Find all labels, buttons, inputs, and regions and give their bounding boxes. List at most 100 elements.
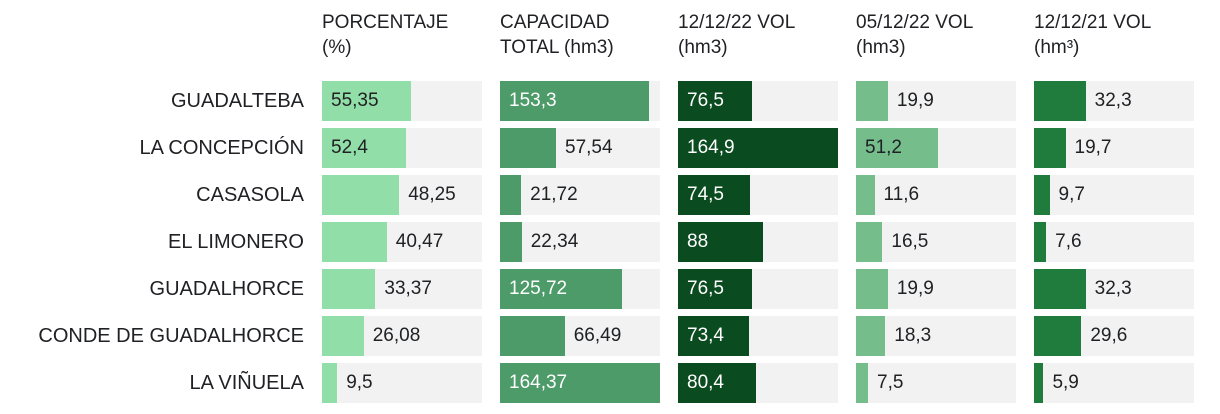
row-label: LA VIÑUELA <box>189 372 304 394</box>
bar-value: 76,5 <box>687 90 724 111</box>
bar-track: 11,6 <box>856 175 1016 215</box>
bar-value: 9,5 <box>346 372 373 393</box>
bar-track: 76,5 <box>678 269 838 309</box>
column-header-porcentaje: PORCENTAJE (%) <box>322 12 449 58</box>
bar-value: 21,72 <box>530 184 578 205</box>
bar-cell: 88 <box>678 222 838 262</box>
bar <box>322 175 400 215</box>
column-header-vol-121221: 12/12/21 VOL (hm³) <box>1034 12 1152 58</box>
bar-track: 26,08 <box>322 316 482 356</box>
bar-value: 48,25 <box>408 184 456 205</box>
bar-cell: 125,72 <box>500 269 660 309</box>
bar-value: 153,3 <box>509 90 557 111</box>
bar <box>678 269 753 309</box>
bar-cell: 19,9 <box>856 269 1016 309</box>
bar <box>1034 363 1044 403</box>
bar-cell: 153,3 <box>500 81 660 121</box>
row-label: GUADALHORCE <box>149 278 304 300</box>
bar-cell: 22,34 <box>500 222 660 262</box>
bar-track: 7,6 <box>1034 222 1194 262</box>
bar-track: 5,9 <box>1034 363 1194 403</box>
bar-value: 74,5 <box>687 184 724 205</box>
bar <box>1034 81 1086 121</box>
bar <box>1034 222 1047 262</box>
bar <box>856 222 883 262</box>
column-header-capacidad-total: CAPACIDAD TOTAL (hm3) <box>500 12 614 58</box>
row-label: CASASOLA <box>196 184 304 206</box>
bar-cell: 26,08 <box>322 316 482 356</box>
bar <box>856 363 868 403</box>
bar <box>1034 175 1050 215</box>
row-label: CONDE DE GUADALHORCE <box>38 325 304 347</box>
row-label: GUADALTEBA <box>171 90 304 112</box>
bar <box>1034 316 1082 356</box>
bar-value: 80,4 <box>687 372 724 393</box>
bar <box>678 363 756 403</box>
bar-value: 18,3 <box>894 325 932 346</box>
bar <box>500 316 565 356</box>
bar <box>1034 269 1086 309</box>
bar-cell: 32,3 <box>1034 269 1194 309</box>
bar <box>500 175 522 215</box>
bar-track: 19,9 <box>856 81 1016 121</box>
column-header-vol-051222: 05/12/22 VOL (hm3) <box>856 12 974 58</box>
bar-track: 29,6 <box>1034 316 1194 356</box>
bar <box>1034 128 1066 168</box>
bar-value: 40,47 <box>395 231 444 252</box>
bar-track: 164,9 <box>678 128 838 168</box>
bar-value: 66,49 <box>573 325 622 346</box>
bar-cell: 73,4 <box>678 316 838 356</box>
bar-value: 22,34 <box>530 231 579 252</box>
bar-cell: 9,5 <box>322 363 482 403</box>
bar <box>500 128 556 168</box>
bar-cell: 7,6 <box>1034 222 1194 262</box>
bar-cell: 57,54 <box>500 128 660 168</box>
bar-cell: 33,37 <box>322 269 482 309</box>
bar-value: 55,35 <box>331 90 379 111</box>
bar <box>678 81 753 121</box>
bar-value: 76,5 <box>687 278 724 299</box>
bar <box>678 175 751 215</box>
bar-track: 80,4 <box>678 363 838 403</box>
bar-value: 73,4 <box>687 325 724 346</box>
bar-value: 29,6 <box>1090 325 1128 346</box>
bar <box>500 269 623 309</box>
header-spacer <box>8 8 304 72</box>
bar-cell: 76,5 <box>678 81 838 121</box>
bar-value: 164,37 <box>509 372 568 393</box>
bar-value: 164,9 <box>687 137 735 158</box>
bar <box>500 222 522 262</box>
bar <box>856 81 888 121</box>
bar-track: 32,3 <box>1034 81 1194 121</box>
bar-track: 21,72 <box>500 175 660 215</box>
bar <box>322 222 387 262</box>
bar-track: 22,34 <box>500 222 660 262</box>
bar-value: 51,2 <box>865 137 902 158</box>
bar-track: 55,35 <box>322 81 482 121</box>
bar-cell: 16,5 <box>856 222 1016 262</box>
bar-track: 32,3 <box>1034 269 1194 309</box>
bar <box>678 128 838 168</box>
bar <box>322 363 338 403</box>
bar-value: 19,9 <box>896 278 934 299</box>
row-label: EL LIMONERO <box>168 231 304 253</box>
bar <box>500 363 660 403</box>
bar <box>856 269 888 309</box>
bar-cell: 74,5 <box>678 175 838 215</box>
bar-value: 32,3 <box>1094 278 1132 299</box>
bar <box>856 316 886 356</box>
bar-cell: 164,37 <box>500 363 660 403</box>
bar-cell: 21,72 <box>500 175 660 215</box>
bar-value: 52,4 <box>331 137 368 158</box>
bar <box>322 128 406 168</box>
bar-value: 5,9 <box>1052 372 1079 393</box>
bar-cell: 164,9 <box>678 128 838 168</box>
bar-value: 26,08 <box>372 325 421 346</box>
bar-cell: 48,25 <box>322 175 482 215</box>
bar-track: 164,37 <box>500 363 660 403</box>
bar-value: 19,9 <box>896 90 934 111</box>
bar-value: 88 <box>687 231 709 252</box>
bar-track: 52,4 <box>322 128 482 168</box>
bar-cell: 19,9 <box>856 81 1016 121</box>
bar-track: 76,5 <box>678 81 838 121</box>
